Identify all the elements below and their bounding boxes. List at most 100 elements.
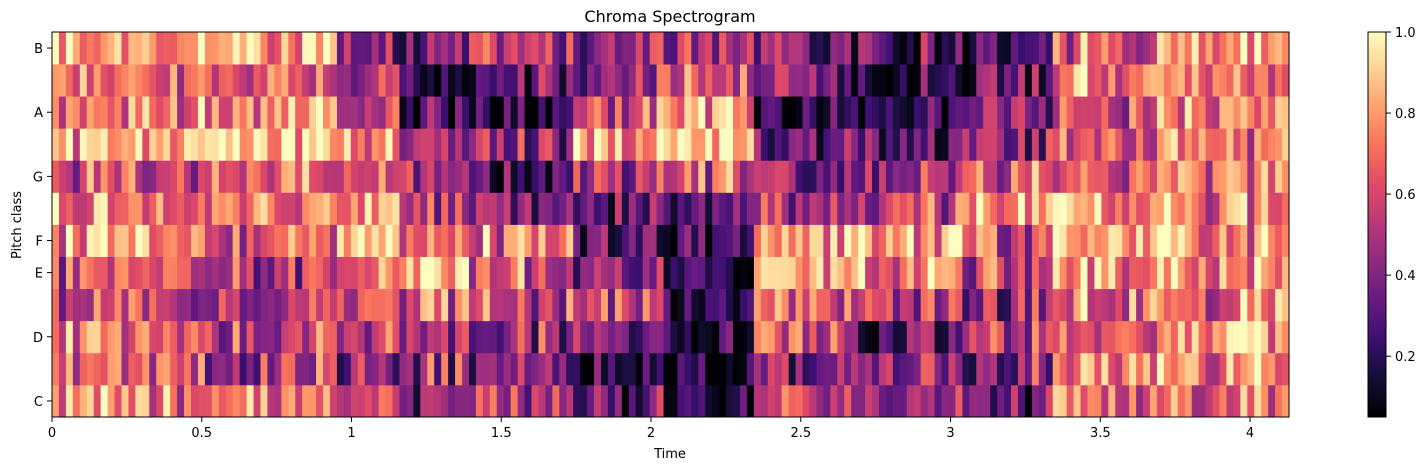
- heatmap-cell: [72, 352, 81, 386]
- heatmap-cell: [413, 320, 421, 354]
- heatmap-cell: [691, 160, 699, 193]
- heatmap-cell: [1066, 288, 1075, 322]
- heatmap-cell: [726, 96, 734, 129]
- heatmap-cell: [1004, 224, 1012, 257]
- heatmap-cell: [927, 128, 936, 161]
- heatmap-cell: [962, 224, 970, 257]
- heatmap-cell: [691, 256, 699, 290]
- heatmap-cell: [746, 192, 755, 225]
- heatmap-cell: [517, 384, 526, 418]
- y-axis-label: Pitch class: [10, 191, 25, 259]
- heatmap-cell: [726, 256, 734, 290]
- heatmap-cell: [232, 192, 241, 225]
- heatmap-cell: [142, 96, 150, 129]
- heatmap-cell: [1254, 224, 1262, 257]
- heatmap-cell: [1136, 320, 1144, 354]
- heatmap-cell: [809, 160, 818, 193]
- heatmap-cell: [788, 352, 797, 386]
- heatmap-cell: [878, 384, 887, 418]
- heatmap-cell: [1150, 320, 1158, 354]
- heatmap-cell: [225, 160, 234, 193]
- heatmap-cell: [1122, 352, 1130, 386]
- heatmap-cell: [406, 352, 414, 386]
- y-tick-label: C: [34, 395, 43, 410]
- heatmap-cell: [614, 320, 623, 354]
- heatmap-cell: [114, 160, 123, 193]
- heatmap-cell: [587, 160, 595, 193]
- heatmap-cell: [712, 384, 720, 418]
- heatmap-cell: [371, 192, 380, 225]
- heatmap-cell: [399, 128, 408, 161]
- heatmap-cell: [1017, 384, 1026, 418]
- heatmap-cell: [712, 160, 720, 193]
- heatmap-cell: [566, 288, 574, 322]
- heatmap-cell: [733, 352, 741, 386]
- heatmap-cell: [677, 192, 685, 225]
- heatmap-cell: [990, 320, 998, 354]
- heatmap-cell: [399, 384, 408, 418]
- heatmap-cell: [190, 32, 199, 65]
- heatmap-cell: [274, 320, 282, 354]
- heatmap-cell: [545, 64, 553, 97]
- heatmap-cell: [739, 32, 748, 65]
- heatmap-cell: [1122, 320, 1130, 354]
- heatmap-cell: [225, 224, 234, 257]
- heatmap-cell: [816, 224, 824, 257]
- heatmap-cell: [830, 384, 838, 418]
- heatmap-cell: [489, 224, 498, 257]
- heatmap-cell: [1017, 128, 1026, 161]
- heatmap-cell: [712, 32, 720, 65]
- heatmap-cell: [1233, 128, 1241, 161]
- heatmap-cell: [468, 256, 477, 290]
- heatmap-cell: [170, 256, 178, 290]
- heatmap-cell: [1017, 192, 1026, 225]
- heatmap-cell: [1052, 160, 1061, 193]
- heatmap-cell: [218, 224, 227, 257]
- heatmap-cell: [1233, 224, 1241, 257]
- heatmap-cell: [149, 128, 157, 161]
- heatmap-cell: [1156, 384, 1165, 418]
- heatmap-cell: [1094, 320, 1102, 354]
- heatmap-cell: [135, 64, 143, 97]
- heatmap-cell: [1247, 256, 1255, 290]
- heatmap-cell: [121, 160, 130, 193]
- heatmap-cell: [239, 32, 248, 65]
- heatmap-cell: [86, 320, 95, 354]
- heatmap-cell: [253, 224, 262, 257]
- heatmap-cell: [865, 160, 873, 193]
- heatmap-cell: [253, 160, 262, 193]
- heatmap-cell: [920, 128, 929, 161]
- heatmap-cell: [1136, 96, 1144, 129]
- heatmap-cell: [872, 160, 880, 193]
- heatmap-cell: [510, 192, 519, 225]
- heatmap-cell: [538, 320, 547, 354]
- heatmap-cell: [809, 128, 818, 161]
- heatmap-cell: [462, 64, 470, 97]
- heatmap-cell: [489, 192, 498, 225]
- heatmap-cell: [1212, 32, 1221, 65]
- heatmap-cell: [1108, 32, 1116, 65]
- heatmap-cell: [566, 128, 574, 161]
- heatmap-cell: [524, 320, 533, 354]
- heatmap-cell: [163, 384, 171, 418]
- heatmap-cell: [906, 256, 915, 290]
- heatmap-cell: [267, 320, 275, 354]
- heatmap-cell: [371, 64, 380, 97]
- heatmap-cell: [892, 224, 901, 257]
- heatmap-cell: [274, 160, 282, 193]
- heatmap-cell: [281, 64, 289, 97]
- heatmap-cell: [420, 64, 428, 97]
- heatmap-cell: [621, 160, 630, 193]
- heatmap-cell: [475, 256, 484, 290]
- heatmap-cell: [767, 320, 776, 354]
- heatmap-cell: [823, 256, 831, 290]
- heatmap-cell: [948, 64, 957, 97]
- heatmap-cell: [1247, 288, 1255, 322]
- heatmap-cell: [1094, 352, 1102, 386]
- heatmap-cell: [475, 224, 484, 257]
- heatmap-cell: [566, 224, 574, 257]
- heatmap-cell: [656, 128, 665, 161]
- chart-title: Chroma Spectrogram: [584, 7, 755, 26]
- heatmap-cell: [475, 384, 484, 418]
- heatmap-cell: [1073, 96, 1082, 129]
